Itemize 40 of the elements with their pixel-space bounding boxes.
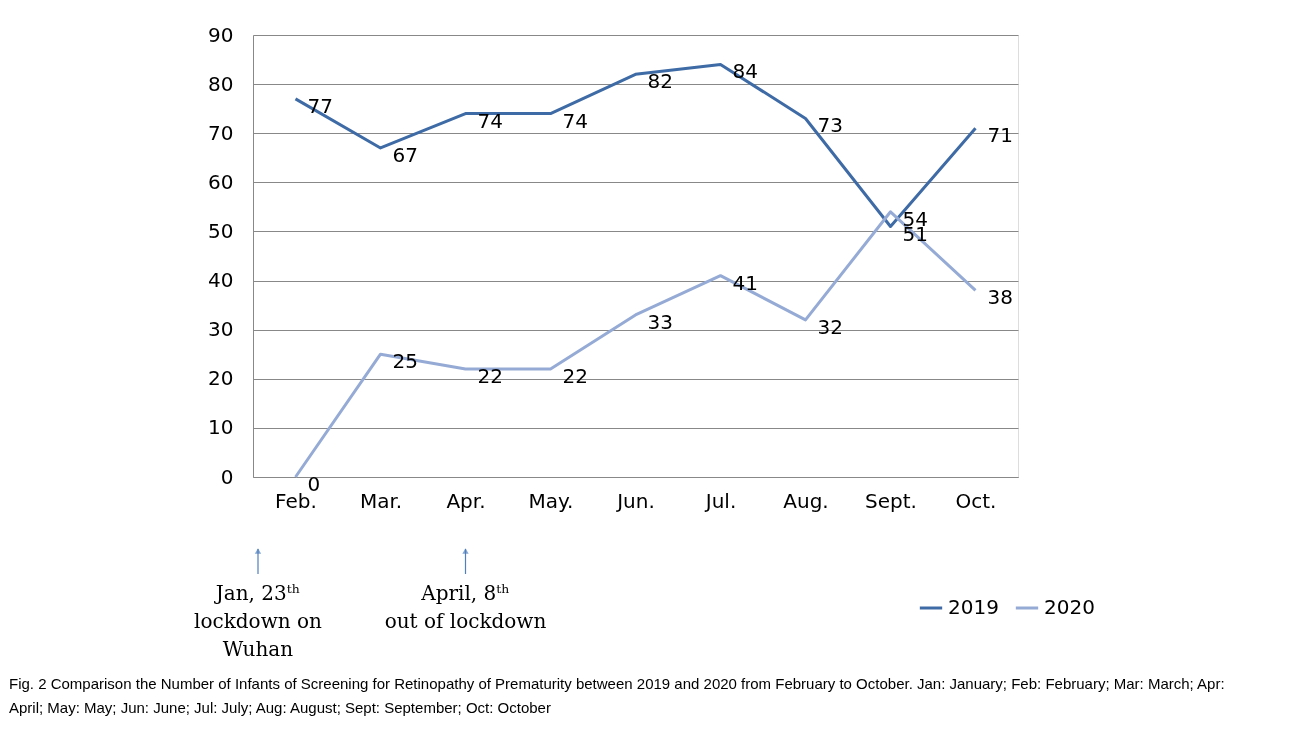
y-tick-label: 30	[208, 317, 234, 342]
x-tick-label: Jul.	[703, 488, 737, 513]
data-label: 33	[647, 309, 673, 334]
text: April, 8ᵗʰ out of lockdown	[384, 581, 547, 633]
y-tick-label: 40	[208, 268, 234, 293]
data-label: 73	[817, 113, 843, 138]
data-label: 41	[732, 270, 758, 295]
y-tick-label: 90	[208, 22, 234, 47]
y-tick-label: 70	[208, 120, 234, 145]
data-label: 25	[392, 349, 418, 374]
data-label: 74	[477, 108, 503, 133]
data-label: 77	[307, 93, 333, 118]
data-label: 22	[477, 363, 503, 388]
x-tick-label: Jun.	[615, 488, 655, 513]
data-label: 82	[647, 69, 673, 94]
y-tick-label: 60	[208, 169, 234, 194]
caption: Fig. 2 Comparison the Number of Infants of Screening for Retinopathy of Prematurity between 2019 and 2020 from February to October. Jan: January; Feb: February; Mar: March; Apr: April; May: May; Jun: June; Jul: July; Aug: August; Sept: September; Oct: October	[9, 675, 1225, 716]
data-label: 74	[562, 108, 588, 133]
data-label: 32	[817, 314, 843, 339]
x-tick-label: Aug.	[783, 488, 829, 513]
x-tick-label: May.	[528, 488, 574, 513]
line-series	[294, 210, 977, 479]
y-tick-label: 0	[220, 464, 234, 489]
data-label: 71	[987, 123, 1013, 148]
y-tick-label: 20	[208, 366, 234, 391]
x-tick-label: Sept.	[865, 488, 917, 513]
data-label: 84	[732, 59, 758, 84]
y-tick-label: 80	[208, 71, 234, 96]
x-tick-label: Mar.	[359, 488, 403, 513]
line-series	[294, 62, 977, 229]
data-label: 67	[392, 142, 418, 167]
y-tick-label: 50	[208, 218, 234, 243]
data-label: 38	[987, 285, 1013, 310]
data-label: 22	[562, 363, 588, 388]
text: Jan, 23ᵗʰ lockdown on Wuhan	[194, 581, 323, 661]
legend-label: 2019	[948, 595, 999, 619]
legend-label: 2020	[1044, 595, 1095, 619]
x-tick-label: Apr.	[446, 488, 486, 513]
x-tick-label: Oct.	[955, 488, 997, 513]
y-tick-label: 10	[208, 415, 234, 440]
